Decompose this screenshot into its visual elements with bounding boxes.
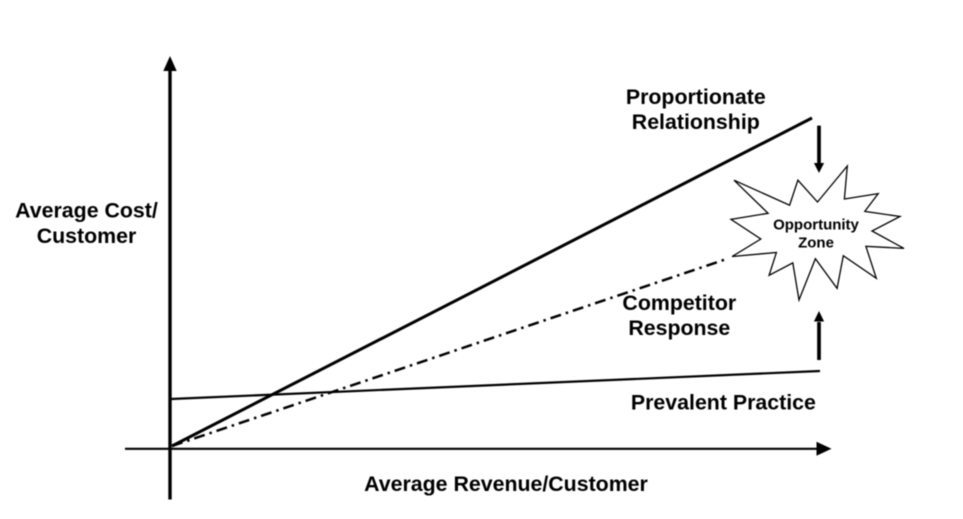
svg-text:Proportionate: Proportionate (626, 85, 766, 109)
svg-text:Average Cost/: Average Cost/ (15, 198, 158, 222)
svg-text:Prevalent Practice: Prevalent Practice (631, 391, 816, 415)
svg-text:Opportunity: Opportunity (773, 216, 859, 233)
svg-text:Average Revenue/Customer: Average Revenue/Customer (364, 472, 648, 496)
svg-text:Customer: Customer (37, 224, 137, 248)
svg-text:Zone: Zone (798, 234, 834, 251)
svg-text:Relationship: Relationship (632, 110, 760, 134)
svg-text:Response: Response (628, 316, 730, 340)
svg-text:Competitor: Competitor (622, 291, 736, 315)
